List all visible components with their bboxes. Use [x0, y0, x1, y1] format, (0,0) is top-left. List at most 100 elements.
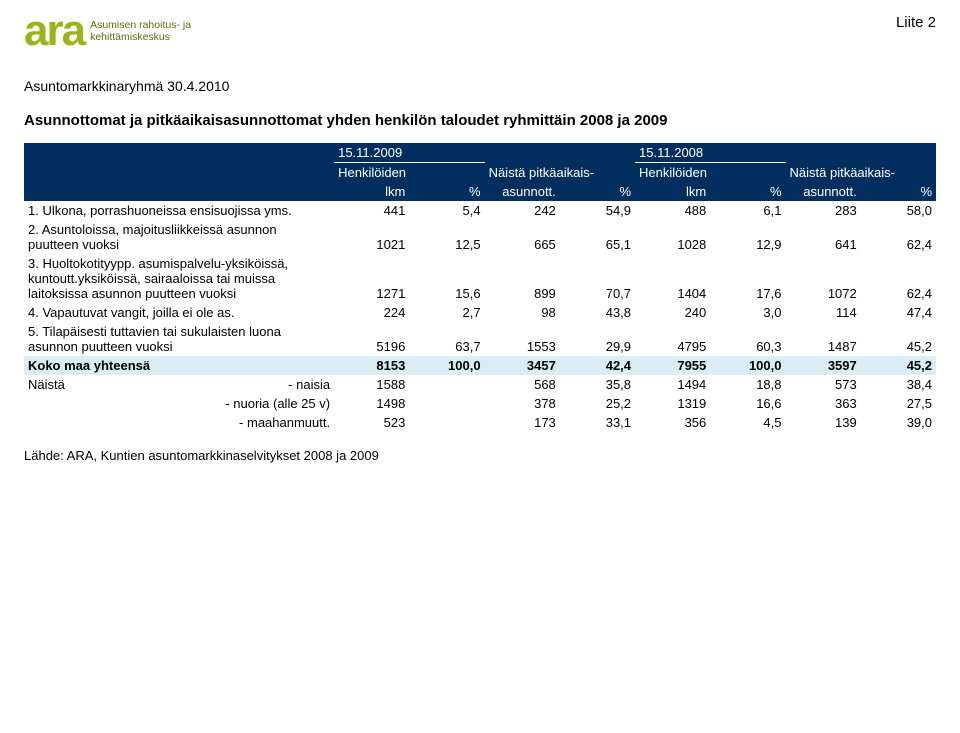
cell: 18,8 [710, 375, 785, 394]
hdr-naista-left: Näistä pitkäaikais- [485, 163, 635, 183]
cell: 39,0 [861, 413, 936, 432]
cell: 60,3 [710, 322, 785, 356]
total-v1: 100,0 [409, 356, 484, 375]
logo-mark: ara [24, 12, 84, 50]
cell: 523 [334, 413, 409, 432]
cell: 1072 [786, 254, 861, 303]
cell: 29,9 [560, 322, 635, 356]
hdr-date-left: 15.11.2009 [334, 143, 484, 163]
cell: 242 [485, 201, 560, 220]
total-v3: 42,4 [560, 356, 635, 375]
page-title: Asunnottomat ja pitkäaikaisasunnottomat … [24, 112, 936, 129]
table-row: 4. Vapautuvat vangit, joilla ei ole as.2… [24, 303, 936, 322]
hdr-pct-1: % [409, 182, 484, 201]
hdr-henk-left: Henkilöiden [334, 163, 484, 183]
sub-rows: Näistä- naisia158856835,8149418,857338,4… [24, 375, 936, 432]
cell: 62,4 [861, 220, 936, 254]
total-v0: 8153 [334, 356, 409, 375]
cell: 63,7 [409, 322, 484, 356]
cell: 6,1 [710, 201, 785, 220]
cell: 1494 [635, 375, 710, 394]
cell: 98 [485, 303, 560, 322]
cell: 665 [485, 220, 560, 254]
cell: 1271 [334, 254, 409, 303]
hdr-asunn-1: asunnott. [485, 182, 560, 201]
hdr-asunn-pct-2: % [861, 182, 936, 201]
cell: 4,5 [710, 413, 785, 432]
cell: 65,1 [560, 220, 635, 254]
cell: 1404 [635, 254, 710, 303]
total-row: Koko maa yhteensä 8153 100,0 3457 42,4 7… [24, 356, 936, 375]
total-v2: 3457 [485, 356, 560, 375]
total-label: Koko maa yhteensä [24, 356, 334, 375]
cell: 139 [786, 413, 861, 432]
cell: 5196 [334, 322, 409, 356]
cell: 12,9 [710, 220, 785, 254]
logo-sub-line1: Asumisen rahoitus- ja [90, 19, 191, 31]
row-label: 3. Huoltokotityypp. asumispalvelu-yksikö… [24, 254, 334, 303]
hdr-pct-2: % [710, 182, 785, 201]
logo-sub-line2: kehittämiskeskus [90, 31, 191, 43]
appendix-label: Liite 2 [896, 14, 936, 31]
cell: 17,6 [710, 254, 785, 303]
table-row: 5. Tilapäisesti tuttavien tai sukulaiste… [24, 322, 936, 356]
row-label: Näistä- naisia [24, 375, 334, 394]
hdr-asunn-2: asunnott. [786, 182, 861, 201]
row-label: 1. Ulkona, porrashuoneissa ensisuojissa … [24, 201, 334, 220]
row-label: 2. Asuntoloissa, majoitusliikkeissä asun… [24, 220, 334, 254]
cell: 568 [485, 375, 560, 394]
table-row: 3. Huoltokotityypp. asumispalvelu-yksikö… [24, 254, 936, 303]
cell [409, 413, 484, 432]
table-row: 1. Ulkona, porrashuoneissa ensisuojissa … [24, 201, 936, 220]
row-label: 5. Tilapäisesti tuttavien tai sukulaiste… [24, 322, 334, 356]
cell: 488 [635, 201, 710, 220]
row-label: - nuoria (alle 25 v) [24, 394, 334, 413]
cell: 15,6 [409, 254, 484, 303]
hdr-lkm-2: lkm [635, 182, 710, 201]
logo: ara Asumisen rahoitus- ja kehittämiskesk… [24, 12, 191, 50]
cell: 16,6 [710, 394, 785, 413]
cell: 1021 [334, 220, 409, 254]
cell: 1553 [485, 322, 560, 356]
cell: 378 [485, 394, 560, 413]
table-row: Näistä- naisia158856835,8149418,857338,4 [24, 375, 936, 394]
cell: 25,2 [560, 394, 635, 413]
total-v5: 100,0 [710, 356, 785, 375]
cell: 5,4 [409, 201, 484, 220]
cell: 12,5 [409, 220, 484, 254]
cell: 1319 [635, 394, 710, 413]
cell: 4795 [635, 322, 710, 356]
cell: 1028 [635, 220, 710, 254]
table-row: - nuoria (alle 25 v)1498 37825,2131916,63… [24, 394, 936, 413]
cell: 441 [334, 201, 409, 220]
row-label: - maahanmuutt. [24, 413, 334, 432]
cell: 38,4 [861, 375, 936, 394]
cell: 363 [786, 394, 861, 413]
source-note: Lähde: ARA, Kuntien asuntomarkkinaselvit… [24, 448, 936, 463]
hdr-lkm-1: lkm [334, 182, 409, 201]
cell: 573 [786, 375, 861, 394]
cell: 47,4 [861, 303, 936, 322]
cell: 62,4 [861, 254, 936, 303]
top-bar: ara Asumisen rahoitus- ja kehittämiskesk… [24, 12, 936, 50]
table-header: 15.11.2009 15.11.2008 Henkilöiden Näistä… [24, 143, 936, 201]
cell: 70,7 [560, 254, 635, 303]
cell: 224 [334, 303, 409, 322]
cell: 45,2 [861, 322, 936, 356]
cell: 356 [635, 413, 710, 432]
cell [409, 375, 484, 394]
cell: 173 [485, 413, 560, 432]
hdr-naista-right: Näistä pitkäaikais- [786, 163, 937, 183]
total-v4: 7955 [635, 356, 710, 375]
cell: 58,0 [861, 201, 936, 220]
row-label: 4. Vapautuvat vangit, joilla ei ole as. [24, 303, 334, 322]
subheading: Asuntomarkkinaryhmä 30.4.2010 [24, 78, 936, 94]
cell: 54,9 [560, 201, 635, 220]
cell: 3,0 [710, 303, 785, 322]
cell: 1498 [334, 394, 409, 413]
cell: 240 [635, 303, 710, 322]
table-row: - maahanmuutt.52317333,13564,513939,0 [24, 413, 936, 432]
cell: 114 [786, 303, 861, 322]
cell: 27,5 [861, 394, 936, 413]
cell: 899 [485, 254, 560, 303]
